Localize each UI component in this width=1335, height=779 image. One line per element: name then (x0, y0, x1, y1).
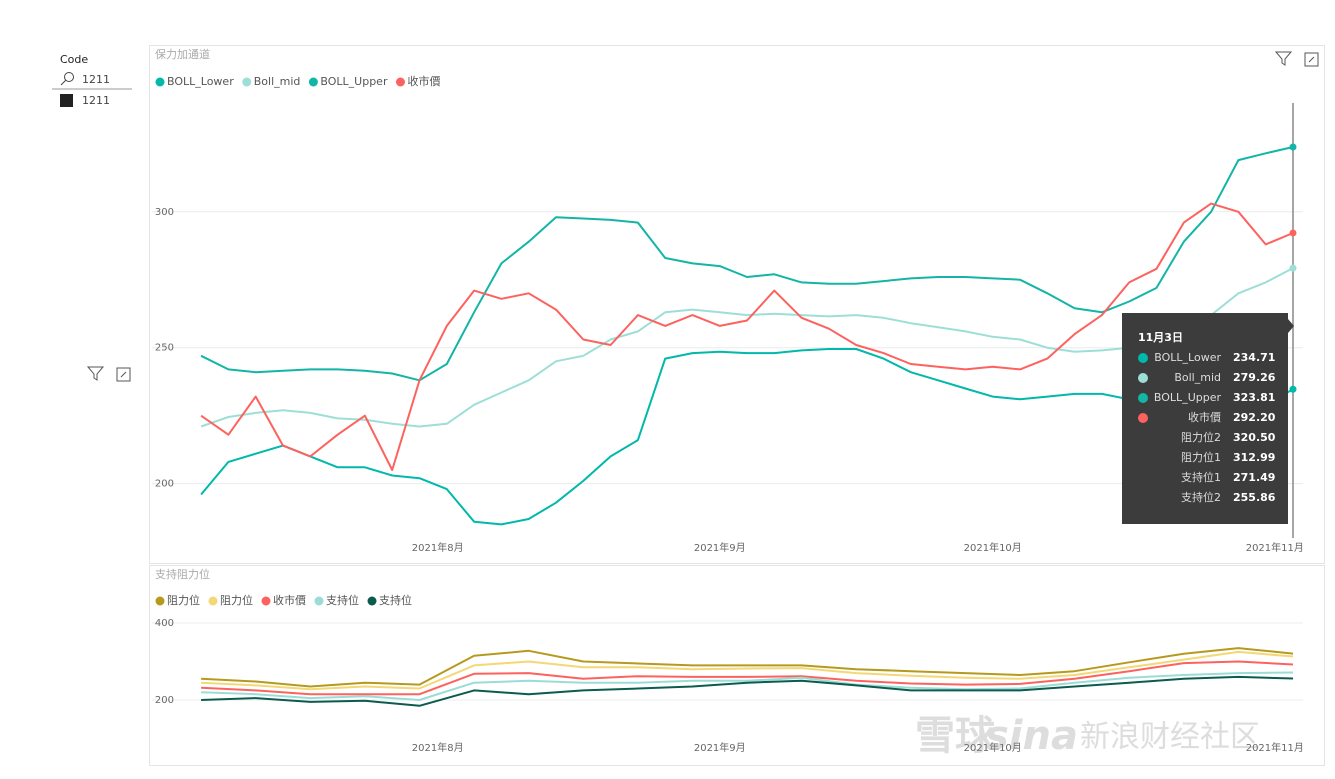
filter-icon[interactable] (86, 366, 105, 381)
chart-title: 保力加通道 (155, 47, 210, 61)
tooltip-value: 292.20 (1233, 411, 1276, 424)
series-line (201, 650, 1294, 691)
hover-point (1289, 229, 1297, 237)
slicer-title: Code (60, 53, 88, 66)
chart-title: 支持阻力位 (155, 567, 210, 581)
hover-point (1289, 143, 1297, 151)
series-line (200, 267, 1294, 428)
tooltip-title: 11月3日 (1138, 331, 1183, 344)
search-icon (64, 72, 74, 82)
legend-marker (208, 596, 218, 606)
visual-icons (86, 51, 1319, 382)
legend-marker (367, 596, 377, 606)
slicer-search[interactable]: 1211 (82, 73, 110, 86)
tooltip-label: 阻力位1 (1181, 450, 1221, 464)
tooltip-value: 255.86 (1233, 491, 1276, 504)
tooltip-label: BOLL_Lower (1154, 351, 1221, 364)
x-tick-label: 2021年8月 (412, 741, 464, 754)
x-tick-label: 2021年10月 (964, 741, 1022, 754)
watermark-text: 新浪财经社区 (1080, 720, 1260, 755)
legend-marker (314, 596, 324, 606)
slicer[interactable]: Code 1211 1211 (52, 53, 132, 107)
hover-point (1289, 264, 1297, 272)
tooltip-dot (1138, 413, 1148, 423)
tooltip-value: 323.81 (1233, 391, 1275, 404)
series-line (200, 348, 1294, 526)
legend-label: 收市價 (407, 74, 440, 88)
x-tick-label: 2021年11月 (1246, 541, 1304, 554)
legend-label: 收市價 (273, 593, 306, 607)
x-tick-label: 2021年11月 (1246, 741, 1304, 754)
visual-border (149, 45, 1325, 564)
chart: 保力加通道 200 250 300 2021年8月 2021年9月 2021年10月 2021… (152, 47, 1304, 554)
visual-border (149, 565, 1325, 766)
series-line (200, 146, 1294, 382)
series-line (201, 647, 1294, 688)
checkbox[interactable] (60, 94, 73, 107)
focus-icon[interactable] (1304, 52, 1319, 67)
x-tick-label: 2021年8月 (412, 541, 464, 554)
legend-label: BOLL_Lower (167, 75, 234, 88)
search-icon (60, 79, 67, 86)
tooltip-value: 320.50 (1233, 431, 1276, 444)
slicer-item[interactable]: 1211 (82, 94, 110, 107)
tooltip-value: 279.26 (1233, 371, 1276, 384)
hover-point (1289, 385, 1297, 393)
tooltip-label: 收市價 (1188, 410, 1221, 424)
legend-label: BOLL_Upper (320, 75, 388, 88)
tooltip-dot (1138, 393, 1148, 403)
tooltip-dot (1138, 353, 1148, 363)
chart: 支持阻力位 200 400 2021年8月 2021年9月 2021年10月 2021年11… (152, 567, 1304, 754)
tooltip-label: 支持位2 (1181, 490, 1221, 504)
legend-marker (395, 77, 405, 87)
legend-marker (155, 596, 165, 606)
tooltip-value: 271.49 (1233, 471, 1275, 484)
tooltip-pointer (1288, 319, 1294, 333)
tooltip-label: 支持位1 (1181, 470, 1221, 484)
legend-marker (261, 596, 271, 606)
watermark-text: sina (985, 713, 1078, 759)
legend-label: 阻力位 (220, 593, 253, 607)
tooltip-value: 234.71 (1233, 351, 1275, 364)
y-tick-label: 250 (155, 343, 174, 354)
watermark-text: 雪球 (915, 713, 996, 759)
watermark: 雪球 sina 新浪财经社区 (915, 713, 1260, 759)
legend-label: 支持位 (379, 593, 412, 607)
legend-label: Boll_mid (254, 75, 301, 88)
focus-icon[interactable] (116, 367, 131, 382)
tooltip-label: Boll_mid (1174, 371, 1221, 384)
y-tick-label: 300 (155, 207, 174, 218)
series-line (200, 202, 1294, 471)
x-tick-label: 2021年10月 (964, 541, 1022, 554)
x-tick-label: 2021年9月 (694, 541, 746, 554)
filter-icon[interactable] (1274, 51, 1293, 66)
legend-marker (242, 77, 252, 87)
y-tick-label: 200 (155, 695, 174, 706)
tooltip-label: 阻力位2 (1181, 430, 1221, 444)
legend-marker (155, 77, 165, 87)
x-tick-label: 2021年9月 (694, 741, 746, 754)
y-tick-label: 200 (155, 479, 174, 490)
tooltip: 11月3日 BOLL_Lower 234.71 Boll_mid 279.26 BOLL_… (1122, 313, 1294, 524)
tooltip-dot (1138, 373, 1148, 383)
legend-label: 支持位 (326, 593, 359, 607)
legend-marker (308, 77, 318, 87)
series-line (201, 671, 1294, 701)
series-line (201, 675, 1294, 707)
y-tick-label: 400 (155, 618, 174, 629)
legend-label: 阻力位 (167, 593, 200, 607)
tooltip-box (1122, 313, 1288, 524)
series-line (201, 660, 1294, 696)
tooltip-value: 312.99 (1233, 451, 1275, 464)
tooltip-label: BOLL_Upper (1154, 391, 1222, 404)
